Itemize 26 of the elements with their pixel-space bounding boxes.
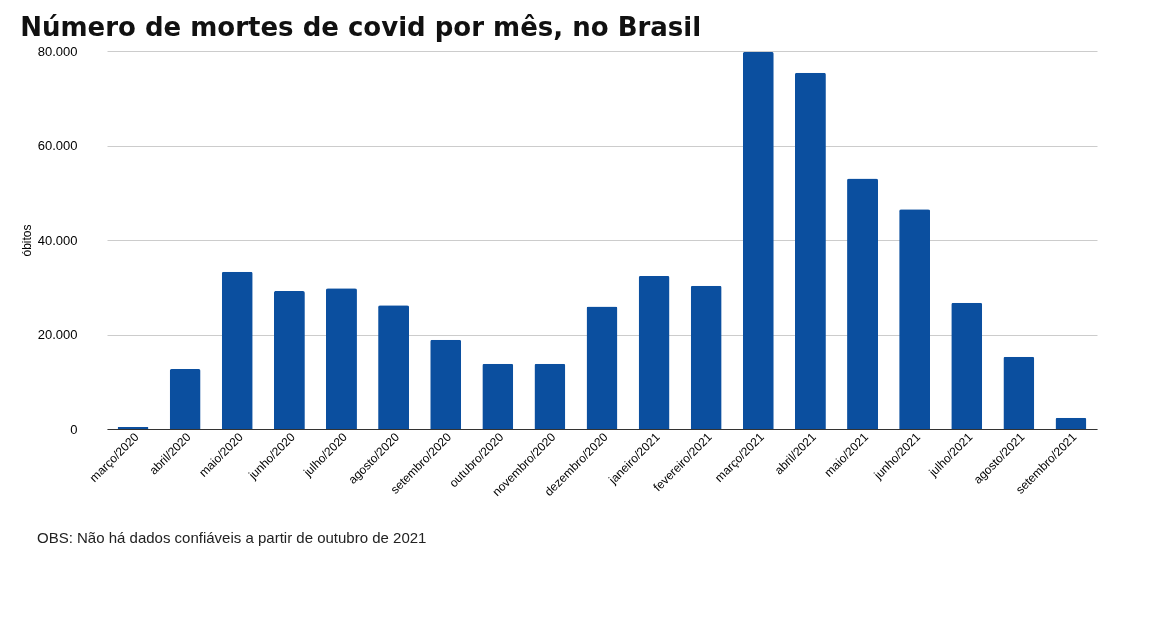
y-axis-title: óbitos (19, 224, 34, 257)
y-tick-label: 60.000 (37, 138, 78, 153)
bar (378, 305, 410, 429)
y-tick-label: 0 (70, 421, 78, 437)
bar (430, 339, 462, 429)
bar (326, 288, 357, 429)
bar (847, 178, 878, 429)
bar (794, 72, 826, 429)
y-tick-label: 80.000 (37, 43, 78, 59)
bar (1003, 356, 1035, 429)
bar (169, 368, 201, 429)
bar (690, 285, 722, 429)
bar (482, 363, 514, 429)
chart-title: Número de mortes de covid por mês, no Brasil (20, 12, 702, 42)
bar (638, 275, 670, 429)
bar (221, 271, 253, 429)
bar (586, 306, 618, 429)
text: OBS: Não há dados confiáveis a partir de outubro de 2021 (37, 529, 427, 546)
bar (951, 302, 983, 429)
bar (899, 209, 931, 429)
bar (534, 363, 566, 429)
bar (742, 51, 774, 429)
y-tick-label: 20.000 (37, 327, 78, 342)
bar (273, 291, 305, 429)
y-tick-label: 40.000 (37, 232, 78, 248)
bar (1055, 417, 1087, 429)
